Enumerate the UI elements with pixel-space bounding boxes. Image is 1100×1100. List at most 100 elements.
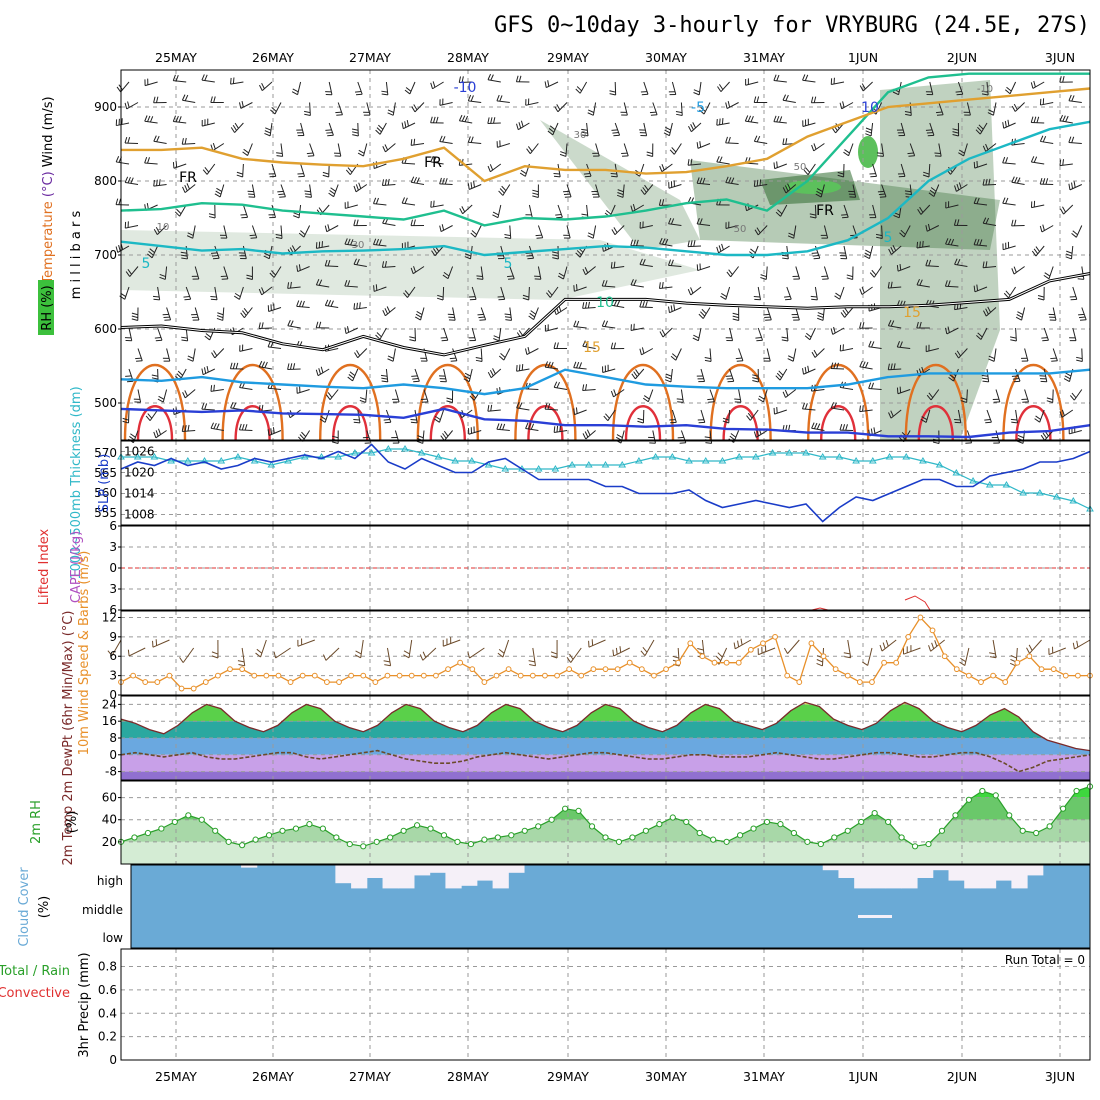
upper-wind-barb-124 — [754, 140, 768, 144]
upper-wind-barb-575-flag-1 — [1010, 418, 1018, 421]
upper-wind-barb-597-flag-0 — [679, 442, 686, 444]
upper-wind-barb-2-flag-1 — [175, 74, 179, 82]
upper-wind-barb-69-flag-2 — [149, 116, 154, 123]
upper-wind-barb-610-flag-0 — [1040, 434, 1046, 441]
isotherm-25-lobe-1 — [234, 405, 271, 441]
upper-wind-barb-132-flag-0 — [982, 145, 987, 152]
wind10m-ylabel-part-0: 10m Wind Speed & Barbs (m/s) — [77, 551, 92, 756]
wind10m-barb-68-flag-2 — [934, 640, 938, 647]
thickness-point-55 — [1035, 489, 1044, 496]
upper-wind-barb-204-flag-0 — [115, 198, 119, 205]
upper-wind-barb-499 — [779, 368, 788, 381]
wind10m-point-15 — [299, 672, 306, 679]
upper-wind-barb-458 — [582, 345, 596, 349]
upper-wind-barb-6 — [297, 81, 302, 95]
upper-wind-barb-296-flag-2 — [811, 252, 818, 254]
upper-wind-barb-409-flag-0 — [155, 339, 163, 342]
slp-tick-0: 1008 — [124, 508, 155, 522]
upper-wind-barb-299-flag-2 — [892, 245, 897, 251]
upper-wind-barb-432-flag-1 — [805, 332, 812, 338]
upper-wind-barb-549-flag-1 — [261, 404, 264, 412]
upper-wind-barb-594-flag-2 — [586, 429, 591, 436]
cape-ylabel-part-0: CAPE (J/kg) — [69, 531, 84, 603]
upper-wind-barb-539-flag-1 — [960, 397, 967, 401]
upper-wind-barb-21-flag-0 — [717, 86, 722, 92]
upper-wind-barb-58-flag-0 — [810, 96, 814, 103]
isotherm-20-lobe-0 — [123, 364, 187, 441]
upper-wind-barb-167-flag-0 — [1002, 156, 1006, 164]
upper-wind-barb-390 — [582, 307, 596, 309]
upper-wind-barb-232-flag-0 — [917, 209, 922, 215]
upper-wind-barb-560-flag-0 — [573, 408, 575, 415]
slp-tick-3: 1026 — [124, 445, 155, 459]
upper-wind-barb-491-flag-2 — [550, 362, 554, 369]
upper-wind-barb-323 — [611, 266, 625, 269]
upper-wind-barb-292 — [687, 245, 702, 248]
upper-wind-barb-83-flag-2 — [549, 125, 556, 131]
rh2m-point-37 — [615, 838, 623, 845]
upper-wind-barb-387-flag-2 — [504, 313, 511, 316]
upper-wind-barb-36 — [182, 99, 196, 103]
upper-wind-barb-3-flag-0 — [201, 74, 205, 81]
upper-wind-barb-581 — [210, 427, 224, 431]
upper-wind-barb-411-flag-1 — [205, 333, 212, 338]
upper-wind-barb-548-flag-1 — [232, 402, 237, 409]
upper-wind-barb-217-flag-1 — [492, 211, 499, 216]
upper-wind-barb-232 — [920, 204, 931, 215]
upper-wind-barb-213 — [373, 203, 387, 206]
upper-wind-barb-320 — [537, 266, 542, 280]
upper-wind-barb-70 — [173, 120, 187, 124]
upper-air-ylabel-part-0: m i l l i b a r s — [69, 211, 84, 300]
upper-wind-barb-257-flag-1 — [670, 218, 675, 225]
upper-wind-barb-313 — [325, 265, 339, 267]
upper-wind-barb-239-flag-1 — [155, 226, 160, 233]
upper-wind-barb-529-flag-1 — [676, 398, 683, 401]
upper-wind-barb-256 — [639, 225, 653, 229]
upper-wind-barb-269-flag-0 — [1011, 219, 1014, 226]
upper-wind-barb-387-flag-1 — [504, 316, 512, 319]
upper-wind-barb-199-flag-2 — [958, 182, 962, 189]
upper-wind-barb-190 — [697, 182, 711, 185]
upper-wind-barb-169 — [1059, 163, 1073, 167]
upper-wind-barb-388-flag-2 — [530, 310, 537, 315]
upper-wind-barb-151-flag-0 — [553, 175, 561, 178]
upper-wind-barb-171-flag-2 — [158, 179, 161, 186]
upper-wind-barb-190-flag-0 — [696, 177, 700, 184]
upper-wind-barb-502-flag-1 — [862, 361, 866, 368]
upper-wind-barb-308 — [194, 266, 200, 280]
upper-wind-barb-301-flag-2 — [950, 239, 955, 246]
upper-wind-barb-252 — [537, 225, 544, 238]
upper-wind-barb-560 — [574, 409, 587, 416]
thickness-point-8 — [250, 457, 259, 464]
upper-wind-barb-193-flag-2 — [787, 183, 791, 190]
upper-wind-barb-252-flag-1 — [535, 234, 542, 237]
cloud-clear-13 — [335, 865, 352, 884]
upper-wind-barb-496 — [700, 368, 706, 382]
upper-wind-barb-551-flag-0 — [319, 418, 326, 423]
upper-wind-barb-386-flag-2 — [477, 313, 484, 316]
upper-wind-barb-503-flag-1 — [890, 363, 893, 370]
temp-band-0 — [121, 702, 1090, 705]
upper-wind-barb-107-flag-0 — [276, 155, 283, 157]
upper-wind-barb-580 — [182, 430, 196, 432]
wind10m-point-61 — [856, 679, 863, 685]
upper-wind-barb-371-flag-1 — [1005, 290, 1011, 296]
rh2m-point-56 — [871, 809, 878, 817]
upper-wind-barb-435-flag-1 — [890, 320, 895, 327]
upper-wind-barb-100-flag-2 — [1036, 116, 1040, 123]
upper-wind-barb-189 — [668, 184, 682, 189]
wind10m-barb-8-flag-1 — [211, 651, 219, 655]
upper-wind-barb-425 — [602, 325, 616, 329]
upper-wind-barb-404 — [985, 307, 997, 317]
upper-wind-barb-131 — [963, 143, 968, 157]
upper-wind-barb-460-flag-0 — [639, 348, 642, 355]
wind10m-point-62 — [869, 679, 875, 685]
upper-wind-barb-79-flag-1 — [432, 116, 436, 123]
upper-wind-barb-570 — [859, 409, 873, 413]
upper-wind-barb-384-flag-2 — [416, 311, 423, 315]
upper-wind-barb-410-flag-0 — [181, 339, 188, 342]
upper-wind-barb-378-flag-1 — [241, 310, 247, 316]
upper-air-legend: Temperature (°C) Wind (m/s) — [41, 96, 56, 284]
upper-wind-barb-128 — [881, 143, 885, 157]
upper-wind-barb-370 — [974, 286, 988, 293]
